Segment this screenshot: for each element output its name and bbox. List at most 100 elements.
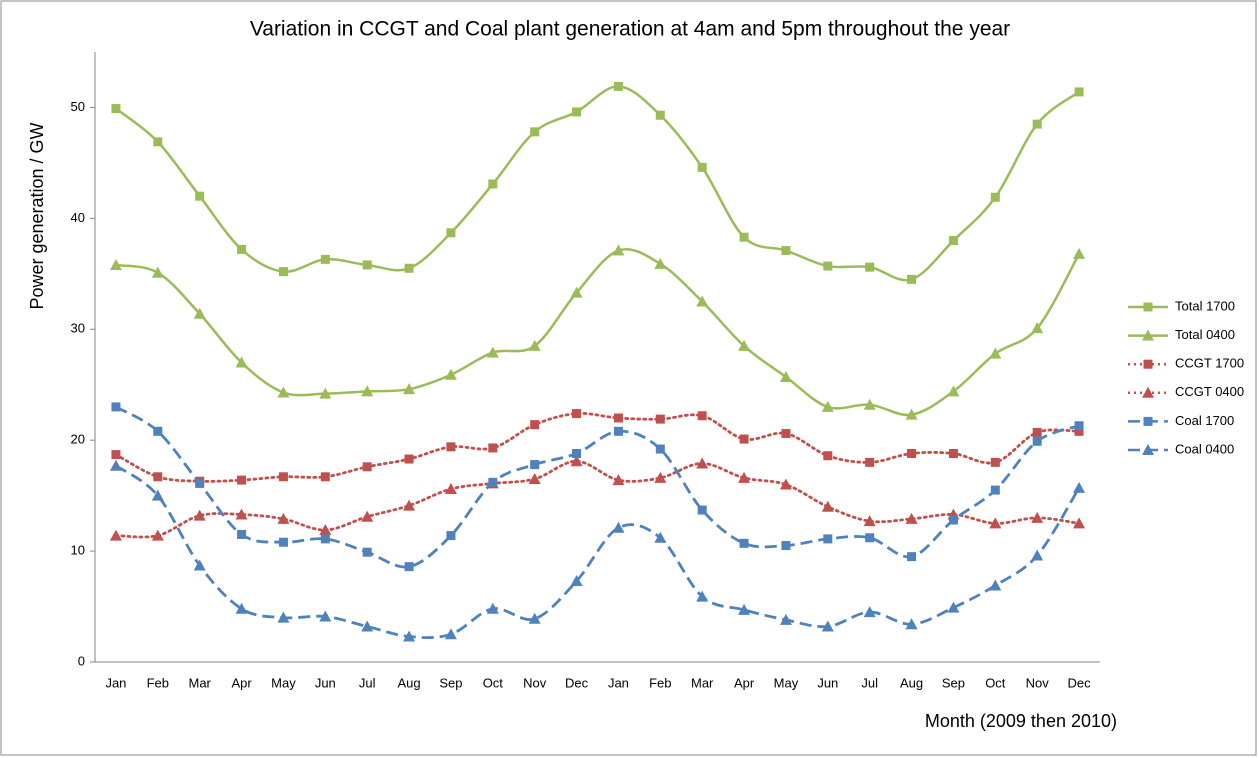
marker	[1031, 549, 1044, 561]
marker	[1074, 426, 1084, 436]
marker	[654, 471, 667, 483]
marker	[235, 356, 248, 368]
marker	[488, 179, 498, 189]
x-tick-label: Feb	[649, 675, 671, 690]
marker	[781, 246, 791, 256]
x-tick-label: Jan	[608, 675, 629, 690]
marker	[528, 339, 541, 351]
x-axis-label: Month (2009 then 2010)	[925, 711, 1117, 731]
y-tick-label: 0	[78, 653, 85, 668]
marker	[907, 552, 917, 562]
marker	[277, 512, 290, 524]
marker	[989, 579, 1002, 591]
marker	[530, 460, 540, 470]
x-tick-label: Nov	[523, 675, 547, 690]
marker	[109, 459, 122, 471]
x-tick-label: Sep	[942, 675, 965, 690]
marker	[655, 414, 665, 424]
legend-label: CCGT 0400	[1175, 384, 1244, 399]
x-tick-label: Aug	[900, 675, 923, 690]
marker	[278, 472, 288, 482]
marker	[151, 266, 164, 278]
marker	[696, 295, 709, 307]
marker	[362, 462, 372, 472]
marker	[863, 398, 876, 410]
marker	[361, 385, 374, 397]
marker	[319, 524, 332, 536]
y-tick-label: 50	[71, 99, 85, 114]
marker	[570, 455, 583, 467]
marker	[781, 541, 791, 551]
marker	[237, 475, 247, 485]
marker	[865, 533, 875, 543]
marker	[1032, 427, 1042, 437]
x-tick-label: Jul	[359, 675, 376, 690]
marker	[1031, 511, 1044, 523]
marker	[863, 606, 876, 618]
marker	[362, 260, 372, 270]
marker	[613, 413, 623, 423]
marker	[907, 448, 917, 458]
marker	[779, 613, 792, 625]
marker	[528, 473, 541, 484]
marker	[613, 426, 623, 436]
marker	[823, 534, 833, 544]
marker	[320, 472, 330, 482]
marker	[779, 370, 792, 382]
marker	[654, 257, 667, 269]
marker	[111, 450, 121, 460]
marker	[905, 408, 918, 420]
marker	[1073, 247, 1086, 259]
x-tick-label: Jun	[817, 675, 838, 690]
marker	[907, 274, 917, 284]
marker	[403, 630, 416, 642]
marker	[486, 602, 499, 614]
marker	[109, 529, 122, 541]
marker	[738, 471, 751, 483]
marker	[361, 620, 374, 632]
x-tick-label: Jul	[861, 675, 878, 690]
x-tick-label: Dec	[1068, 675, 1092, 690]
marker	[612, 244, 625, 256]
marker	[823, 451, 833, 461]
marker	[278, 537, 288, 547]
marker	[277, 386, 290, 398]
series-line	[115, 405, 1080, 569]
marker	[530, 127, 540, 137]
marker	[696, 457, 709, 469]
legend-label: Total 1700	[1175, 298, 1235, 313]
marker	[948, 236, 958, 246]
marker	[151, 489, 164, 501]
series-line	[115, 85, 1080, 282]
marker	[781, 429, 791, 439]
marker	[237, 244, 247, 254]
marker	[821, 500, 834, 512]
marker	[865, 262, 875, 272]
marker	[572, 409, 582, 419]
marker	[821, 620, 834, 632]
x-tick-label: Feb	[147, 675, 169, 690]
marker	[278, 267, 288, 277]
series-line	[115, 248, 1081, 417]
marker	[990, 192, 1000, 202]
y-tick-label: 20	[71, 432, 85, 447]
marker	[572, 107, 582, 117]
marker	[655, 110, 665, 120]
series-line	[114, 459, 1081, 539]
marker	[948, 448, 958, 458]
marker	[1142, 329, 1154, 341]
marker	[195, 478, 205, 488]
marker	[193, 307, 206, 319]
marker	[111, 402, 121, 412]
marker	[403, 499, 416, 511]
marker	[612, 521, 625, 533]
marker	[779, 478, 792, 490]
marker	[319, 387, 332, 399]
legend-label: Coal 0400	[1175, 441, 1234, 456]
legend-label: Coal 1700	[1175, 413, 1234, 428]
marker	[109, 258, 122, 270]
marker	[446, 531, 456, 541]
marker	[320, 534, 330, 544]
marker	[947, 385, 960, 397]
